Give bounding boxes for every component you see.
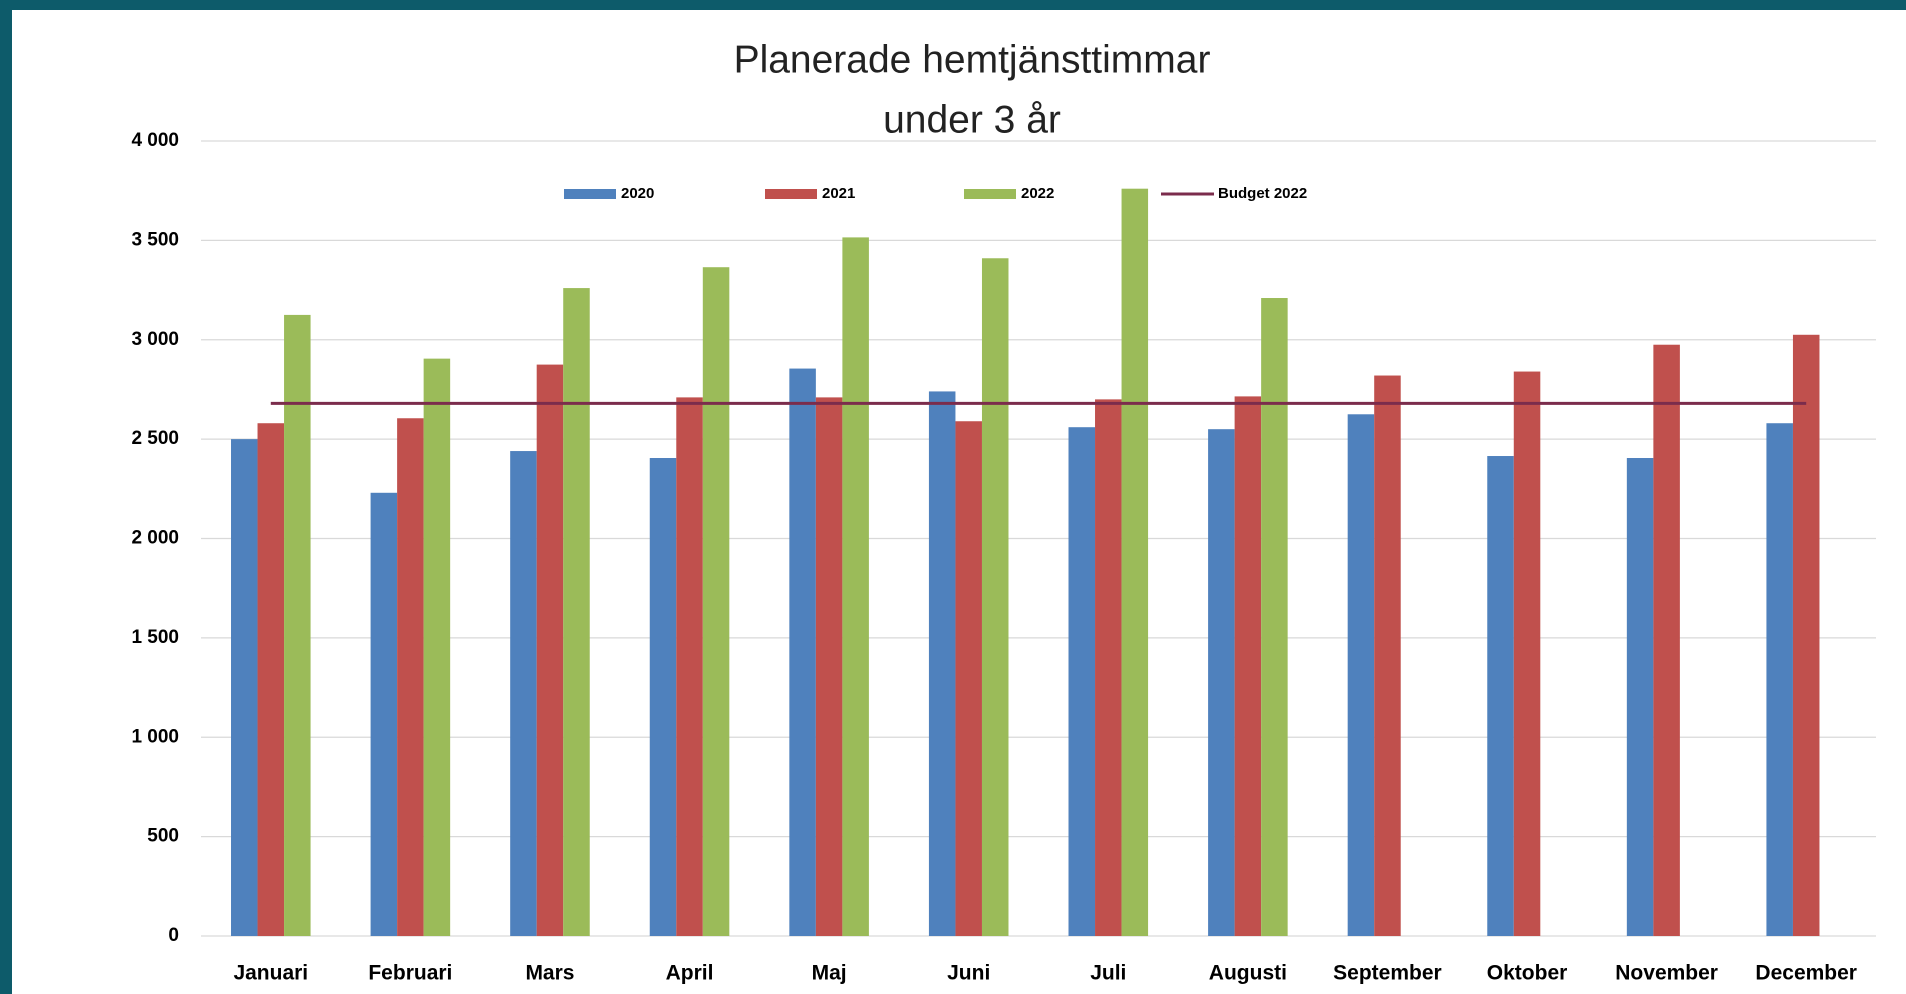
bar	[1208, 429, 1235, 936]
bar	[1653, 344, 1680, 936]
bar	[423, 358, 451, 937]
bar	[231, 439, 258, 936]
bar	[676, 397, 703, 936]
x-tick-label: Juni	[947, 962, 990, 985]
bar	[928, 391, 956, 936]
y-tick-label: 2 500	[131, 428, 179, 449]
y-tick-label: 1 000	[131, 726, 179, 747]
x-tick-label: Maj	[812, 962, 847, 985]
x-tick-label: December	[1755, 962, 1857, 985]
x-tick-label: Januari	[233, 962, 308, 985]
chart-title: Planerade hemtjänsttimmar	[734, 38, 1211, 81]
legend-label: 2020	[621, 185, 654, 202]
bar	[1261, 298, 1288, 936]
bar	[815, 397, 843, 936]
y-tick-label: 3 000	[131, 329, 179, 350]
legend-swatch	[765, 189, 817, 199]
bar	[981, 258, 1009, 936]
x-tick-label: November	[1615, 962, 1718, 985]
bar	[536, 364, 564, 936]
bar	[1068, 427, 1096, 936]
chart-title: under 3 år	[883, 98, 1061, 141]
y-tick-label: 2 000	[131, 528, 179, 549]
bar	[1121, 188, 1149, 936]
bar	[1234, 396, 1262, 936]
x-tick-label: Juli	[1090, 962, 1126, 985]
bar	[1095, 399, 1122, 936]
bar	[955, 421, 982, 936]
bar	[1766, 423, 1793, 937]
bar	[397, 418, 424, 937]
bar	[563, 288, 590, 936]
bar	[1792, 334, 1820, 936]
y-tick-label: 4 000	[131, 130, 179, 151]
y-tick-label: 1 500	[131, 627, 179, 648]
bar	[702, 267, 730, 936]
bar	[789, 368, 816, 937]
legend-swatch	[964, 189, 1016, 199]
legend-label: Budget 2022	[1218, 185, 1307, 202]
legend-swatch	[564, 189, 616, 199]
bar	[1626, 458, 1654, 936]
bar	[1513, 371, 1541, 936]
bar	[370, 492, 398, 936]
x-tick-label: Augusti	[1209, 962, 1287, 985]
y-tick-label: 3 500	[131, 229, 179, 250]
bar	[1347, 414, 1375, 936]
y-tick-label: 0	[168, 925, 179, 946]
bar	[284, 314, 311, 936]
x-tick-label: Oktober	[1487, 962, 1568, 985]
x-tick-label: September	[1333, 962, 1442, 985]
x-tick-label: Mars	[525, 962, 574, 985]
bar	[842, 237, 869, 937]
legend-label: 2022	[1021, 185, 1054, 202]
bar	[1487, 456, 1514, 936]
bar	[649, 458, 677, 936]
bar	[257, 423, 285, 937]
bar	[1374, 375, 1401, 936]
bar	[510, 451, 537, 936]
x-tick-label: April	[666, 962, 714, 985]
legend-label: 2021	[822, 185, 855, 202]
x-tick-label: Februari	[368, 962, 452, 985]
y-tick-label: 500	[147, 826, 179, 847]
